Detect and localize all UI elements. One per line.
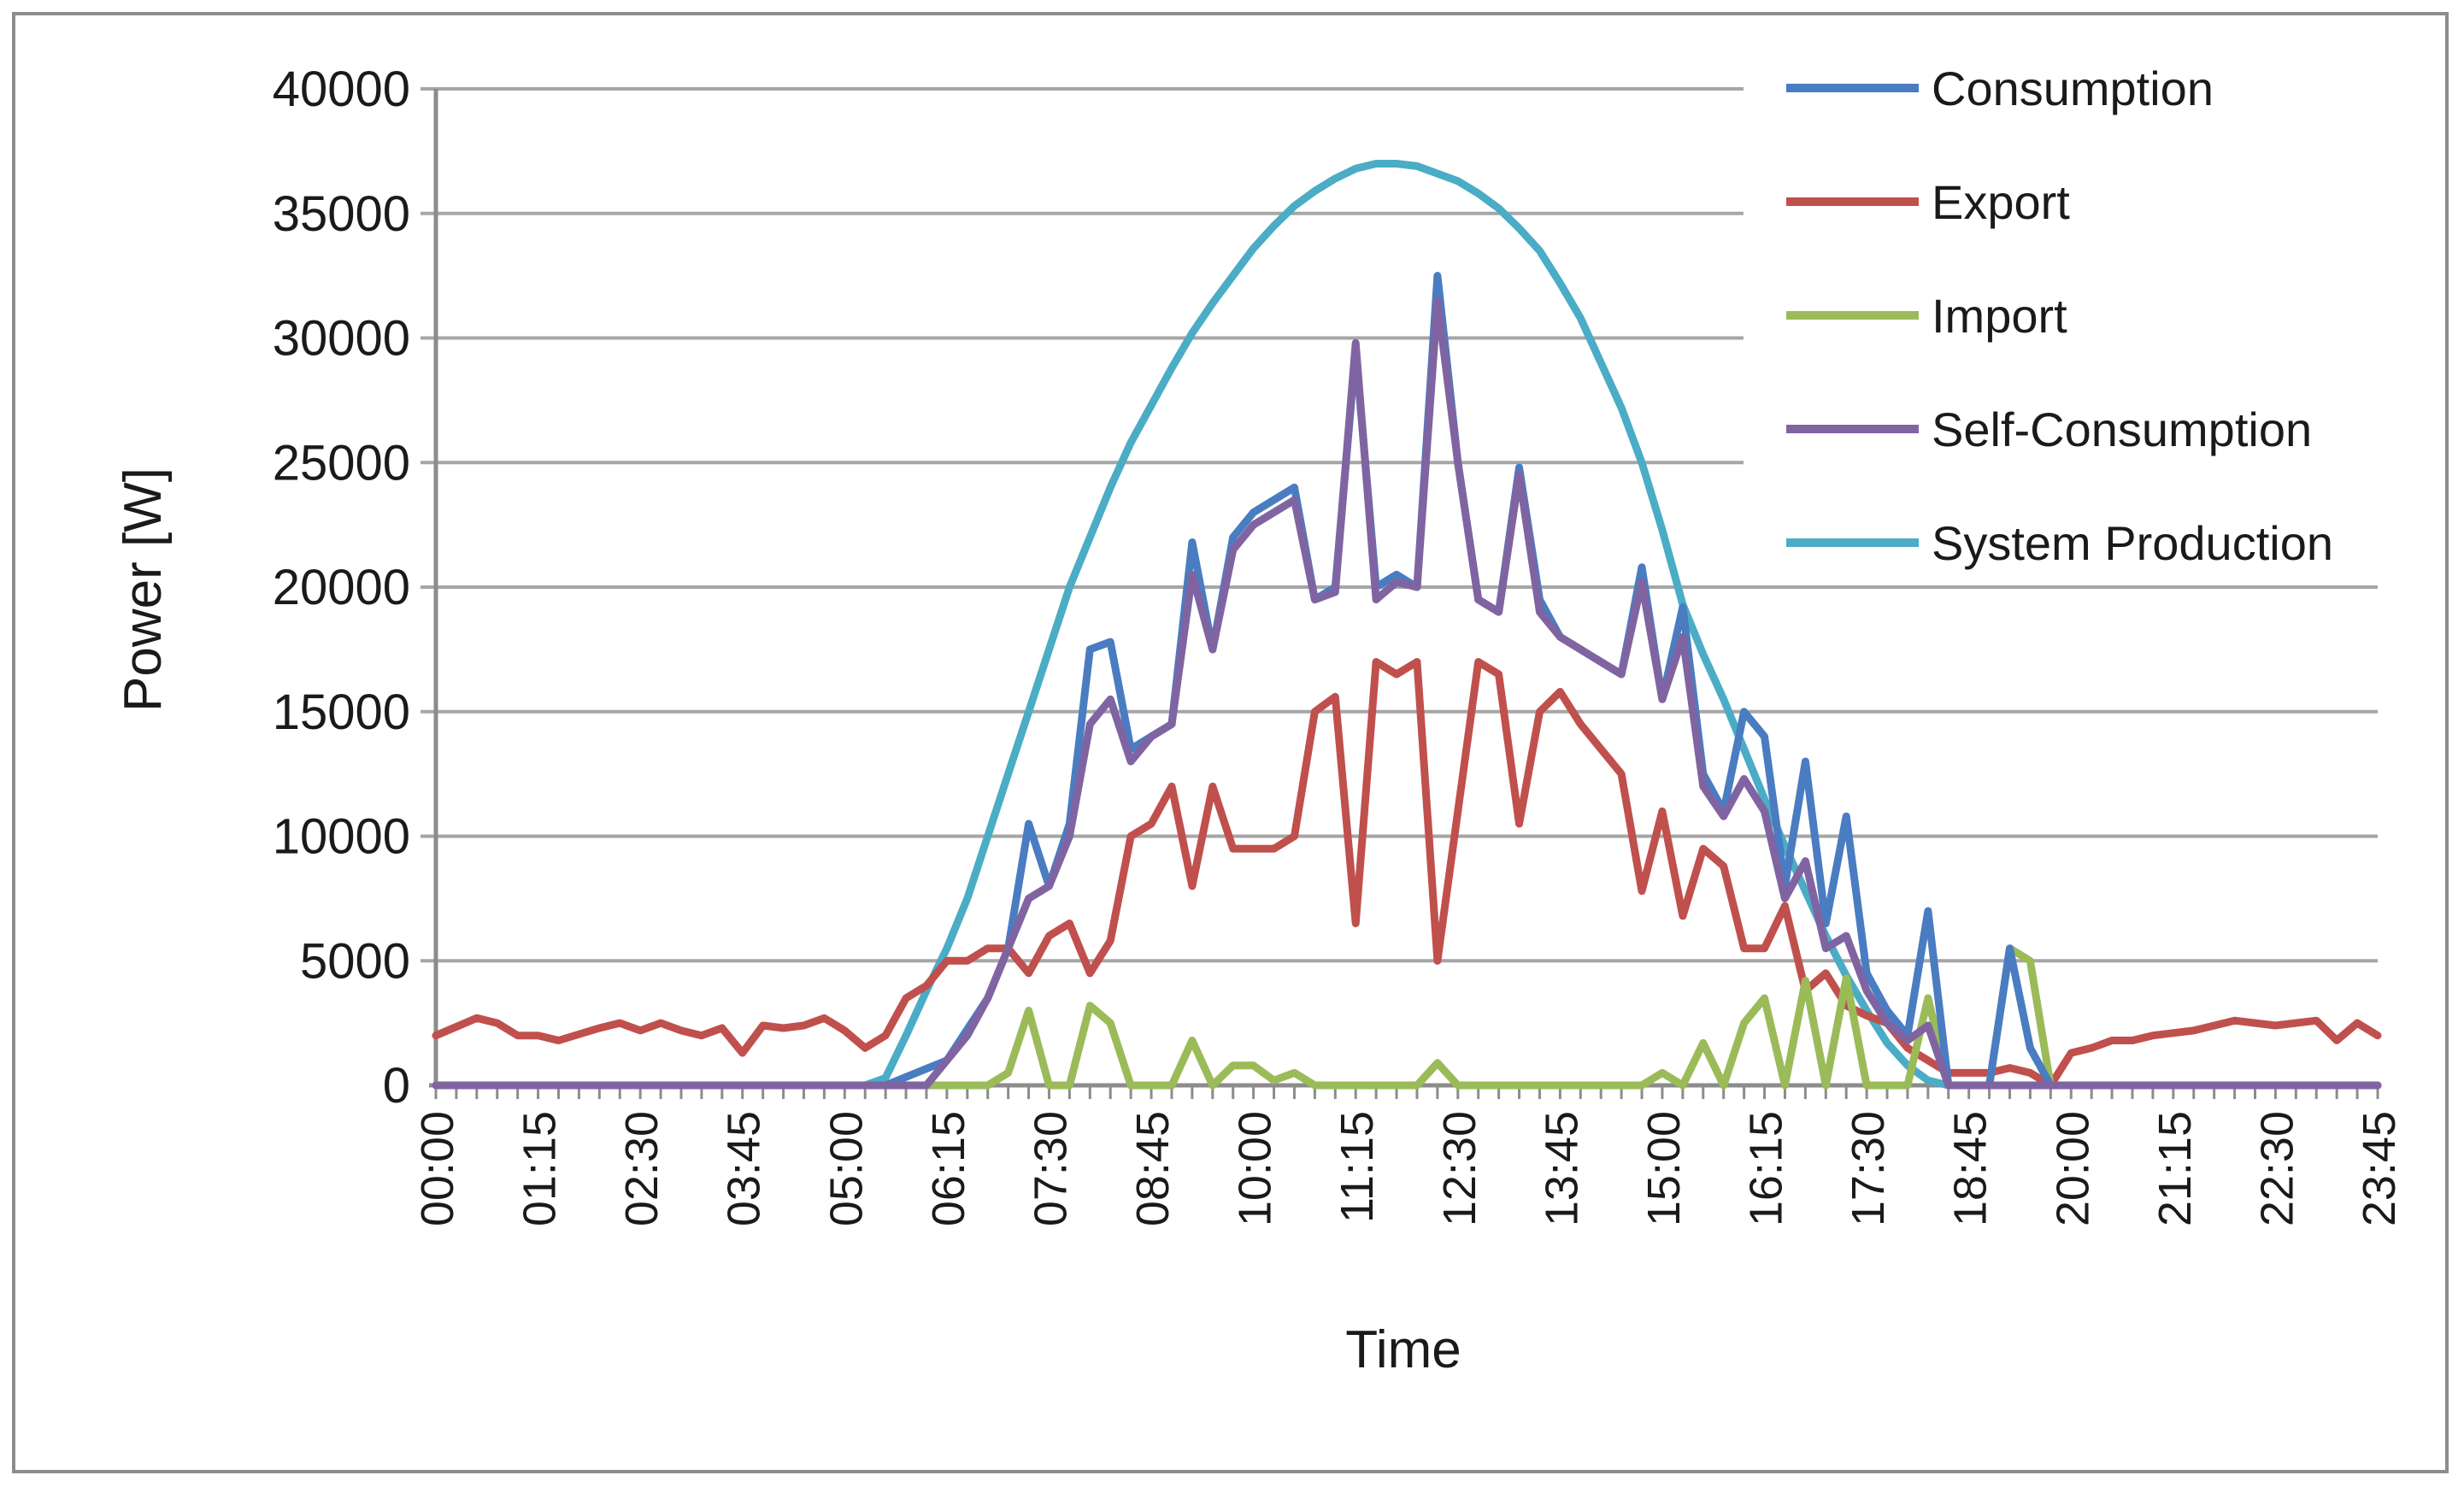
series-line-export [432,658,2382,1090]
y-axis-ticks: 0 5000 10000 15000 20000 25000 30000 35000 40000 [273,62,410,1114]
x-tick-label: 07:30 [1025,1111,1076,1226]
legend-label: Export [1932,175,2070,229]
x-tick-label: 05:00 [820,1111,872,1226]
x-tick-label: 18:45 [1945,1111,1996,1226]
y-tick-label: 0 [383,1058,410,1114]
y-tick-label: 30000 [273,311,410,367]
legend-label: Self-Consumption [1932,403,2312,456]
y-tick-label: 20000 [273,560,410,615]
x-tick-label: 17:30 [1843,1111,1894,1226]
y-tick-label: 5000 [300,933,410,989]
legend-label: System Production [1932,516,2333,570]
y-tick-label: 40000 [273,62,410,117]
x-tick-label: 23:45 [2354,1111,2405,1226]
x-tick-label: 15:00 [1638,1111,1690,1226]
x-tick-label: 06:15 [923,1111,974,1226]
x-tick-label: 00:00 [412,1111,463,1226]
x-tick-label: 12:30 [1434,1111,1485,1226]
x-tick-label: 16:15 [1741,1111,1792,1226]
legend-label: Import [1932,289,2067,343]
x-tick-label: 02:30 [616,1111,667,1226]
x-tick-label: 13:45 [1536,1111,1587,1226]
x-tick-label: 01:15 [515,1111,566,1226]
x-tick-label: 22:30 [2251,1111,2302,1226]
series-lines [432,160,2382,1090]
series-line-import [432,944,2382,1090]
legend-label: Consumption [1932,62,2214,115]
y-tick-label: 25000 [273,435,410,491]
legend: Consumption Export Import Self-Consumption S… [1744,43,2419,581]
x-tick-label: 10:00 [1230,1111,1281,1226]
x-tick-label: 11:15 [1332,1111,1383,1223]
x-tick-label: 20:00 [2047,1111,2098,1226]
x-tick-label: 08:45 [1127,1111,1179,1226]
y-tick-label: 35000 [273,186,410,242]
x-tick-label: 03:45 [719,1111,770,1226]
x-tick-label: 21:15 [2149,1111,2201,1226]
y-tick-label: 10000 [273,809,410,865]
x-axis-title: Time [1345,1320,1461,1379]
y-tick-label: 15000 [273,685,410,740]
x-axis-ticks: 00:00 01:15 02:30 03:45 05:00 06:15 07:30 08:45… [412,1085,2405,1226]
series-line-self-consumption [432,297,2382,1090]
y-axis-title: Power [W] [114,467,173,712]
